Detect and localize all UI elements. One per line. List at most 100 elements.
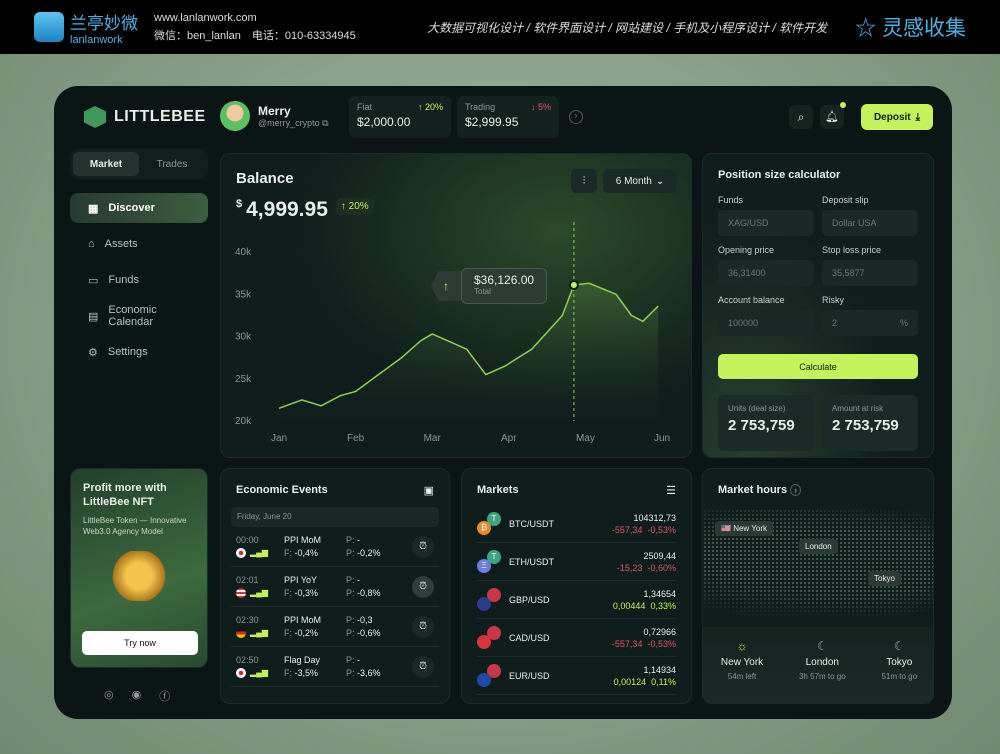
field-input[interactable]: 100000 bbox=[718, 310, 814, 336]
sidebar-item-economic-calendar[interactable]: ▤ Economic Calendar bbox=[70, 301, 208, 331]
market-row[interactable]: CAD/USD 0,72966 -557,34 -0,53% bbox=[477, 619, 676, 657]
city-sessions: ☼ New York 54m left ☾ London 3h 57m to go ☾ T… bbox=[703, 627, 933, 703]
copy-icon[interactable]: ⧉ bbox=[322, 117, 329, 128]
city-name: New York bbox=[720, 657, 764, 668]
stat-label: Trading bbox=[465, 102, 496, 112]
calculate-button[interactable]: Calculate bbox=[718, 354, 918, 379]
stat-value: $2,000.00 bbox=[357, 115, 411, 129]
sidebar-item-assets[interactable]: ⌂ Assets bbox=[70, 229, 208, 259]
calculator-title: Position size calculator bbox=[718, 169, 841, 181]
alarm-icon[interactable]: ⏰︎ bbox=[412, 575, 434, 598]
sidebar-item-settings[interactable]: ⚙ Settings bbox=[70, 337, 208, 367]
pin-tokyo[interactable]: Tokyo bbox=[868, 571, 901, 586]
field-value: 100000 bbox=[728, 318, 759, 328]
pair-price: 0,72966 bbox=[643, 626, 676, 637]
alarm-icon[interactable]: ⏰︎ bbox=[412, 615, 434, 638]
signal-icon: ▂▄▆ bbox=[250, 668, 268, 677]
pair-change: -15,23 bbox=[616, 562, 643, 573]
pin-label: New York bbox=[733, 524, 767, 533]
field-label: Risky bbox=[822, 295, 844, 305]
field-input[interactable]: 36,31400 bbox=[718, 260, 814, 286]
chart-tooltip: ↑ $36,126.00 Total bbox=[431, 268, 548, 304]
user-name: Merry bbox=[258, 103, 291, 118]
stat-label: Fiat bbox=[357, 102, 373, 112]
pair-change-pct: 0,11% bbox=[651, 676, 676, 687]
field-input[interactable]: 2% bbox=[822, 310, 918, 336]
promo-title: Profit more with LittleBee NFT bbox=[83, 482, 167, 508]
balance-card: Balance $ 4,999.95 ↑ 20% ⫶ 6 Month ⌄ 40k 3… bbox=[220, 153, 692, 458]
field-input[interactable]: 35,5877 bbox=[822, 260, 918, 286]
event-previous: - bbox=[357, 655, 361, 665]
market-row[interactable]: EUR/USD 1,14934 0,00124 0,11% bbox=[477, 657, 676, 695]
x-tick-label: Jan bbox=[271, 433, 287, 444]
pair-change: -557,34 bbox=[611, 638, 643, 649]
city-status: 54m left bbox=[727, 672, 757, 681]
banner-url[interactable]: www.lanlanwork.com bbox=[154, 12, 257, 24]
search-icon[interactable]: ⌕ bbox=[789, 105, 813, 129]
market-row[interactable]: GBP/USD 1,34654 0,00444 0,33% bbox=[477, 581, 676, 619]
list-icon[interactable]: ☰ bbox=[666, 485, 676, 497]
field-input[interactable]: Dollar USA bbox=[822, 210, 918, 236]
discord-icon[interactable]: ◉ bbox=[131, 689, 142, 701]
banner-logo-text: 兰亭妙微 lanlanwork bbox=[70, 9, 138, 46]
pair-price: 1,14934 bbox=[643, 664, 676, 675]
period-select[interactable]: 6 Month ⌄ bbox=[603, 169, 677, 193]
deposit-button[interactable]: Deposit ⤓ bbox=[861, 104, 933, 130]
facebook-icon[interactable]: ⓕ bbox=[159, 691, 171, 703]
alarm-icon[interactable]: ⏰︎ bbox=[412, 535, 434, 558]
social-links: ◎ ◉ ⓕ bbox=[104, 688, 170, 704]
stat-fiat[interactable]: Fiat ↑ 20% $2,000.00 bbox=[349, 96, 451, 138]
pin-label: London bbox=[805, 542, 832, 551]
chevron-right-icon[interactable]: › bbox=[569, 110, 583, 124]
avatar[interactable] bbox=[220, 101, 250, 131]
calc-field: Opening price 36,31400 bbox=[718, 245, 814, 286]
event-forecast: -0,3% bbox=[294, 588, 319, 598]
pair-name: CAD/USD bbox=[509, 632, 550, 643]
events-list: 00:00 ▂▄▆ PPI MoM F: -0,4% P: - P: -0,2% ⏰︎… bbox=[231, 527, 439, 687]
event-row[interactable]: 02:50 ▂▄▆ Flag Day F: -3,5% P: - P: -3,6% ⏰… bbox=[231, 647, 439, 687]
pin-label: Tokyo bbox=[874, 574, 895, 583]
event-row[interactable]: 02:01 ▂▄▆ PPI YoY F: -0,3% P: - P: -0,8% ⏰︎ bbox=[231, 567, 439, 607]
result-label: Amount at risk bbox=[832, 404, 884, 413]
calc-field: Risky 2% bbox=[822, 295, 918, 336]
balance-line bbox=[278, 282, 659, 410]
gear-icon: ⚙ bbox=[88, 346, 98, 359]
pair-icon bbox=[477, 587, 501, 612]
user-profile[interactable]: Merry @merry_crypto ⧉ bbox=[220, 101, 329, 131]
sidebar-item-funds[interactable]: ▭ Funds bbox=[70, 265, 208, 295]
moon-icon: ☾ bbox=[893, 639, 905, 653]
filter-icon[interactable]: ⫶ bbox=[571, 169, 597, 193]
field-suffix: % bbox=[899, 318, 908, 328]
events-date: Friday, June 20 bbox=[231, 507, 439, 527]
calendar-icon[interactable]: ▣ bbox=[423, 485, 434, 497]
x-tick-label: Mar bbox=[424, 433, 442, 444]
event-row[interactable]: 00:00 ▂▄▆ PPI MoM F: -0,4% P: - P: -0,2% ⏰︎ bbox=[231, 527, 439, 567]
bell-icon[interactable]: 🔔︎ bbox=[820, 102, 846, 129]
logo-en: lanlanwork bbox=[70, 33, 123, 46]
balance-chart: 40k 35k 30k 25k 20k Jan Feb Mar Apr May Jun bbox=[235, 222, 670, 444]
markets-card: Markets ☰ T ₿ BTC/USDT 104312,73 -557,34 -0… bbox=[461, 468, 692, 704]
brand[interactable]: LITTLEBEE bbox=[84, 106, 206, 128]
instagram-icon[interactable]: ◎ bbox=[104, 689, 114, 701]
pair-icon bbox=[477, 625, 501, 650]
logo-cn: 兰亭妙微 bbox=[70, 13, 138, 33]
assets-icon: ⌂ bbox=[88, 238, 95, 250]
promo-card: Profit more with LittleBee NFT LittleBee… bbox=[70, 468, 208, 668]
calc-field: Stop loss price 35,5877 bbox=[822, 245, 918, 286]
field-input[interactable]: XAG/USD bbox=[718, 210, 814, 236]
stat-trading[interactable]: Trading ↓ 5% $2,999.95 bbox=[457, 96, 559, 138]
market-row[interactable]: T ₿ BTC/USDT 104312,73 -557,34 -0,53% bbox=[477, 505, 676, 543]
calc-field: Deposit slip Dollar USA bbox=[822, 195, 918, 236]
tab-market[interactable]: Market bbox=[73, 152, 139, 176]
flag-icon bbox=[236, 628, 246, 638]
pin-london[interactable]: London bbox=[799, 539, 838, 554]
sidebar-item-discover[interactable]: ▦ Discover bbox=[70, 193, 208, 223]
pin-new-york[interactable]: 🇺🇸︎ New York bbox=[715, 521, 773, 536]
alarm-icon[interactable]: ⏰︎ bbox=[412, 655, 434, 678]
event-row[interactable]: 02:30 ▂▄▆ PPI MoM F: -0,2% P: -0,3 P: -0,6%… bbox=[231, 607, 439, 647]
chevron-right-icon[interactable]: › bbox=[790, 484, 802, 496]
try-now-button[interactable]: Try now bbox=[82, 631, 198, 655]
tab-trades[interactable]: Trades bbox=[156, 158, 188, 170]
